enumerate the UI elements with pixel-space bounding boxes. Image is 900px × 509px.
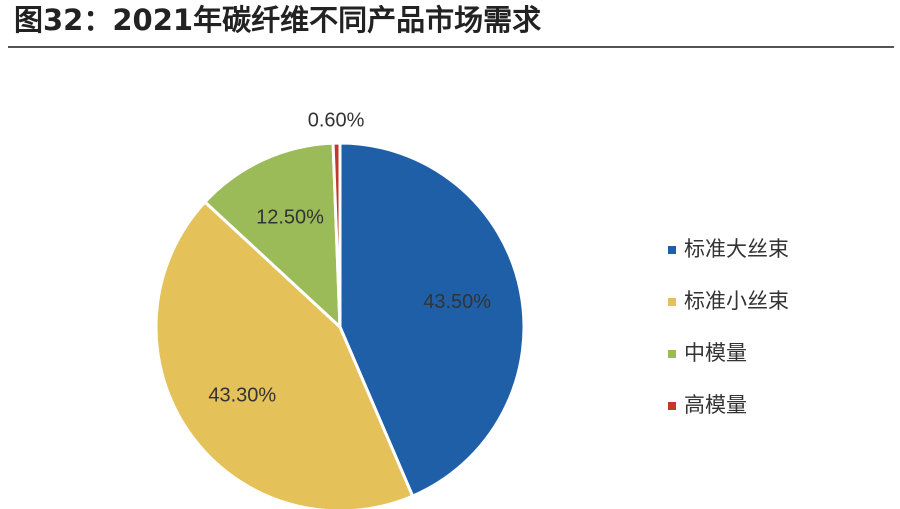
data-label: 43.50% — [423, 291, 491, 313]
legend-marker — [668, 246, 676, 254]
legend-label: 高模量 — [684, 393, 747, 417]
data-label: 43.30% — [208, 384, 276, 406]
legend-marker — [668, 350, 676, 358]
pie-slice — [331, 141, 342, 328]
legend-label: 标准大丝束 — [684, 237, 789, 261]
pie-slice — [338, 141, 526, 499]
pie-slice — [202, 141, 342, 331]
data-label: 12.50% — [256, 207, 324, 229]
legend-marker — [668, 402, 676, 410]
chart-title: 图32：2021年碳纤维不同产品市场需求 — [14, 3, 541, 37]
pie-slice — [154, 199, 415, 509]
data-label: 0.60% — [308, 109, 365, 131]
legend-label: 中模量 — [684, 341, 747, 365]
legend-marker — [668, 298, 676, 306]
legend-label: 标准小丝束 — [684, 289, 789, 313]
